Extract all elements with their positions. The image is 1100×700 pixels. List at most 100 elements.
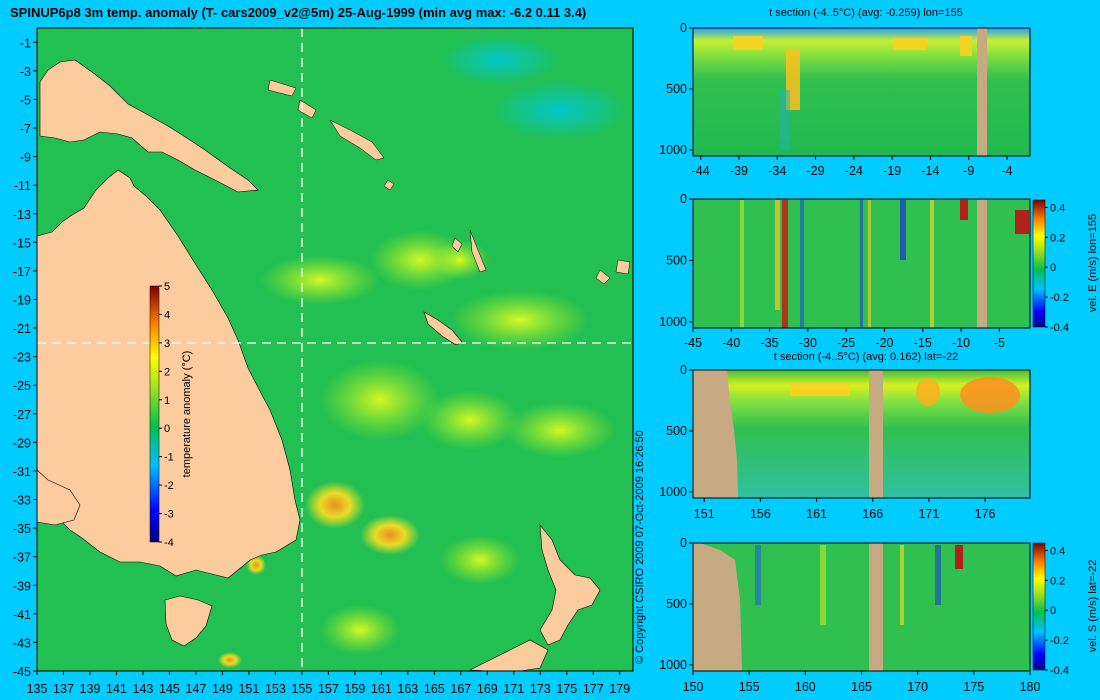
y-tick-label: 0	[680, 536, 687, 550]
section-2-frame	[692, 198, 1031, 329]
x-tick-label: 165	[851, 680, 872, 694]
y-tick-label: -41	[13, 608, 31, 622]
section-4-colorbar	[1032, 542, 1046, 671]
y-tick-label: 0	[680, 192, 687, 206]
colorbar-tick-label: 0.4	[1050, 202, 1065, 214]
y-tick-label: 500	[666, 597, 687, 611]
y-tick-label: 500	[666, 424, 687, 438]
x-tick-label: 173	[530, 682, 551, 696]
x-tick-label: 147	[186, 682, 207, 696]
x-tick-label: -35	[761, 336, 779, 350]
y-tick-label: -21	[13, 322, 31, 336]
colorbar-tick-label: -2	[164, 480, 174, 492]
y-tick-label: -39	[13, 579, 31, 593]
section-4-x-ticks: 150 155 160 165 170 175 180	[683, 671, 1041, 694]
colorbar-tick-label: -4	[164, 537, 174, 549]
gulf-land	[36, 469, 81, 526]
y-tick-label: 500	[666, 253, 687, 267]
y-tick-label: -45	[13, 665, 31, 679]
x-tick-label: -25	[837, 336, 855, 350]
x-tick-label: -10	[952, 336, 970, 350]
y-tick-label: -27	[13, 408, 31, 422]
colorbar-tick-label: 0	[1050, 605, 1056, 617]
colorbar-tick-label: -1	[164, 452, 174, 464]
x-tick-label: 145	[159, 682, 180, 696]
y-tick-label: 500	[666, 82, 687, 96]
x-tick-label: -40	[722, 336, 740, 350]
x-tick-label: -9	[963, 164, 974, 178]
x-tick-label: -4	[1001, 164, 1012, 178]
y-tick-label: -25	[13, 379, 31, 393]
y-tick-label: 0	[680, 21, 687, 35]
section-3-y-ticks: 0 500 1000	[659, 363, 693, 499]
section-1-x-ticks: -44 -39 -34 -29 -24 -19 -14 -9 -4	[692, 156, 1013, 178]
x-tick-label: -30	[799, 336, 817, 350]
colorbar-tick-label: 0	[164, 423, 170, 435]
australia-land	[36, 169, 301, 579]
y-tick-label: -9	[20, 151, 31, 165]
map-panel: 135 137 139 141 143 145 147 149 151 153 155 157 159 1…	[13, 27, 634, 696]
y-tick-label: -13	[13, 208, 31, 222]
section-panel-3: t section (-4..5°C) (avg: 0.162) lat=-22…	[659, 351, 1031, 521]
x-tick-label: 137	[53, 682, 74, 696]
x-tick-label: 171	[503, 682, 524, 696]
section-3-coast-land	[693, 370, 738, 498]
x-tick-label: 157	[318, 682, 339, 696]
colorbar-tick-label: -3	[164, 509, 174, 521]
x-tick-label: -29	[807, 164, 825, 178]
x-tick-label: 163	[397, 682, 418, 696]
y-tick-label: -15	[13, 236, 31, 250]
pacific-islands	[267, 79, 631, 285]
new-guinea-land	[39, 59, 259, 193]
y-tick-label: -1	[20, 36, 31, 50]
map-title: SPINUP6p8 3m temp. anomaly (T- cars2009_…	[10, 5, 586, 20]
map-y-ticks: -1 -3 -5 -7 -9 -11 -13 -15 -17 -19 -21 -23 -25 -27 -29…	[13, 36, 37, 679]
map-frame	[36, 27, 634, 672]
colorbar-tick-label: 0	[1050, 262, 1056, 274]
y-tick-label: 1000	[659, 315, 687, 329]
x-tick-label: 153	[265, 682, 286, 696]
copyright-text: © Copyright CSIRO 2009 07-Oct-2009 16:26…	[634, 430, 646, 664]
section-1-y-ticks: 0 500 1000	[659, 21, 693, 157]
x-tick-label: -34	[768, 164, 786, 178]
section-2-colorbar-ticks: 0.4 0.2 0 -0.2 -0.4	[1045, 202, 1069, 334]
x-tick-label: 179	[609, 682, 630, 696]
y-tick-label: 0	[680, 363, 687, 377]
section-2-y-ticks: 0 500 1000	[659, 192, 693, 329]
section-2-land	[977, 199, 987, 328]
y-tick-label: -19	[13, 293, 31, 307]
y-tick-label: -35	[13, 522, 31, 536]
colorbar-tick-label: 1	[164, 395, 170, 407]
x-tick-label: 161	[371, 682, 392, 696]
section-4-coast-land	[693, 543, 742, 671]
section-3-features	[790, 377, 1020, 413]
y-tick-label: -29	[13, 436, 31, 450]
x-tick-label: -14	[921, 164, 939, 178]
map-anomaly-patches	[80, 35, 630, 668]
section-1-land	[977, 28, 987, 156]
x-tick-label: 176	[975, 507, 996, 521]
colorbar-tick-label: 2	[164, 366, 170, 378]
x-tick-label: -20	[875, 336, 893, 350]
y-tick-label: -23	[13, 351, 31, 365]
x-tick-label: -19	[883, 164, 901, 178]
x-tick-label: 159	[344, 682, 365, 696]
section-3-land	[869, 370, 883, 498]
map-colorbar	[149, 285, 160, 543]
section-4-colorbar-ticks: 0.4 0.2 0 -0.2 -0.4	[1045, 545, 1069, 677]
section-3-x-ticks: 151 156 161 166 171 176	[694, 498, 996, 521]
x-tick-label: 180	[1020, 680, 1041, 694]
y-tick-label: -17	[13, 265, 31, 279]
colorbar-tick-label: -0.2	[1050, 292, 1069, 304]
x-tick-label: 165	[424, 682, 445, 696]
colorbar-tick-label: 0.4	[1050, 545, 1065, 557]
section-2-x-ticks: -45 -40 -35 -30 -25 -20 -15 -10 -5	[684, 328, 1005, 350]
x-tick-label: 143	[133, 682, 154, 696]
tasmania-land	[164, 595, 213, 647]
x-tick-label: 151	[694, 507, 715, 521]
section-4-colorbar-label: vel. S (m/s) lat=-22	[1087, 560, 1099, 653]
x-tick-label: -45	[684, 336, 702, 350]
x-tick-label: 155	[291, 682, 312, 696]
